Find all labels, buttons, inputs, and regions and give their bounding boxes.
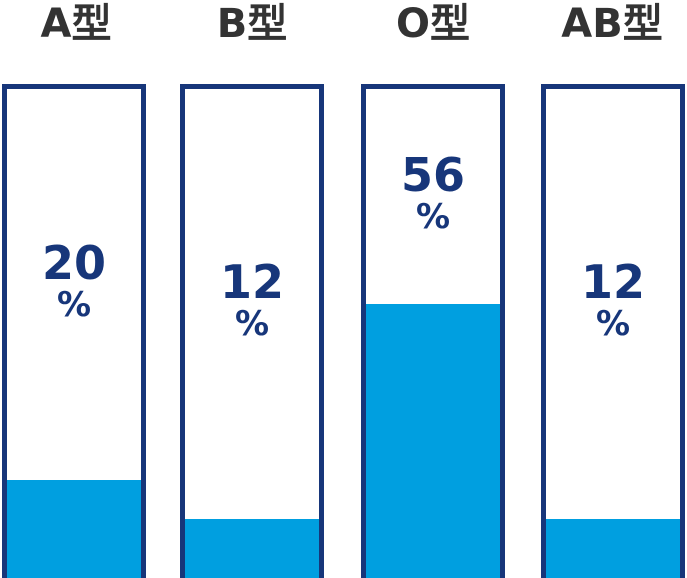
bar-ab: [546, 519, 680, 578]
tube-o: 56%: [361, 84, 505, 578]
value-label-ab: 12%: [546, 259, 680, 341]
tube-ab: 12%: [541, 84, 685, 578]
value-label-o: 56%: [366, 152, 500, 234]
value-unit-b: %: [234, 304, 270, 344]
value-number-b: 12: [219, 255, 284, 309]
value-number-o: 56: [400, 148, 465, 202]
type-label-b: B型: [216, 1, 288, 47]
value-unit-a: %: [56, 285, 92, 325]
type-label-ab: AB型: [561, 1, 663, 47]
tube-b: 12%: [180, 84, 324, 578]
value-number-a: 20: [41, 236, 106, 290]
bar-b: [185, 519, 319, 578]
value-unit-ab: %: [595, 304, 631, 344]
value-label-b: 12%: [185, 259, 319, 341]
type-label-a: A型: [40, 1, 112, 47]
bar-a: [7, 480, 141, 578]
tube-a: 20%: [2, 84, 146, 578]
type-label-o: O型: [395, 1, 470, 47]
value-unit-o: %: [415, 197, 451, 237]
value-number-ab: 12: [580, 255, 645, 309]
bar-o: [366, 304, 500, 578]
value-label-a: 20%: [7, 240, 141, 322]
